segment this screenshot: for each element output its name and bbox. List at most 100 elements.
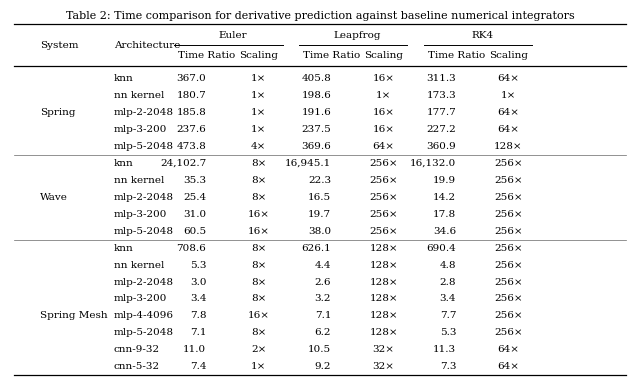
Text: Spring Mesh: Spring Mesh [40, 311, 108, 320]
Text: mlp-2-2048: mlp-2-2048 [114, 278, 174, 286]
Text: 198.6: 198.6 [301, 91, 332, 100]
Text: 191.6: 191.6 [301, 108, 332, 117]
Text: 64×: 64× [497, 362, 520, 371]
Text: 8×: 8× [251, 278, 266, 286]
Text: 4.8: 4.8 [440, 261, 456, 270]
Text: 35.3: 35.3 [183, 176, 206, 185]
Text: 16×: 16× [248, 210, 270, 219]
Text: Scaling: Scaling [489, 51, 528, 60]
Text: 8×: 8× [251, 328, 266, 337]
Text: mlp-2-2048: mlp-2-2048 [114, 108, 174, 117]
Text: 256×: 256× [369, 193, 398, 202]
Text: 256×: 256× [494, 278, 523, 286]
Text: 256×: 256× [494, 295, 523, 303]
Text: Table 2: Time comparison for derivative prediction against baseline numerical in: Table 2: Time comparison for derivative … [66, 11, 574, 21]
Text: Wave: Wave [40, 193, 68, 202]
Text: Euler: Euler [218, 31, 247, 40]
Text: 10.5: 10.5 [308, 345, 332, 354]
Text: 16,132.0: 16,132.0 [410, 159, 456, 168]
Text: Time Ratio: Time Ratio [178, 51, 235, 60]
Text: 16×: 16× [248, 227, 270, 236]
Text: 256×: 256× [494, 261, 523, 270]
Text: 16×: 16× [372, 125, 395, 134]
Text: 16.5: 16.5 [308, 193, 332, 202]
Text: 16,945.1: 16,945.1 [285, 159, 332, 168]
Text: 185.8: 185.8 [177, 108, 206, 117]
Text: 1×: 1× [251, 125, 266, 134]
Text: 2.6: 2.6 [315, 278, 332, 286]
Text: 3.4: 3.4 [190, 295, 206, 303]
Text: 405.8: 405.8 [301, 74, 332, 83]
Text: 7.4: 7.4 [190, 362, 206, 371]
Text: 473.8: 473.8 [177, 142, 206, 151]
Text: 31.0: 31.0 [183, 210, 206, 219]
Text: 256×: 256× [494, 328, 523, 337]
Text: mlp-5-2048: mlp-5-2048 [114, 227, 174, 236]
Text: knn: knn [114, 159, 134, 168]
Text: 64×: 64× [497, 125, 520, 134]
Text: 3.2: 3.2 [315, 295, 332, 303]
Text: mlp-3-200: mlp-3-200 [114, 295, 167, 303]
Text: nn kernel: nn kernel [114, 176, 164, 185]
Text: 180.7: 180.7 [177, 91, 206, 100]
Text: mlp-5-2048: mlp-5-2048 [114, 328, 174, 337]
Text: 128×: 128× [369, 328, 398, 337]
Text: 32×: 32× [372, 362, 395, 371]
Text: 237.5: 237.5 [301, 125, 332, 134]
Text: 8×: 8× [251, 295, 266, 303]
Text: 237.6: 237.6 [177, 125, 206, 134]
Text: 4×: 4× [251, 142, 266, 151]
Text: 8×: 8× [251, 261, 266, 270]
Text: 177.7: 177.7 [426, 108, 456, 117]
Text: 367.0: 367.0 [177, 74, 206, 83]
Text: Scaling: Scaling [364, 51, 403, 60]
Text: 2.8: 2.8 [440, 278, 456, 286]
Text: 8×: 8× [251, 244, 266, 253]
Text: 128×: 128× [369, 278, 398, 286]
Text: 128×: 128× [369, 261, 398, 270]
Text: 256×: 256× [494, 176, 523, 185]
Text: 3.4: 3.4 [440, 295, 456, 303]
Text: 256×: 256× [494, 227, 523, 236]
Text: 708.6: 708.6 [177, 244, 206, 253]
Text: 16×: 16× [372, 74, 395, 83]
Text: Leapfrog: Leapfrog [333, 31, 381, 40]
Text: 256×: 256× [369, 210, 398, 219]
Text: mlp-3-200: mlp-3-200 [114, 210, 167, 219]
Text: 11.3: 11.3 [433, 345, 456, 354]
Text: System: System [40, 41, 79, 50]
Text: 8×: 8× [251, 193, 266, 202]
Text: 4.4: 4.4 [315, 261, 332, 270]
Text: 17.8: 17.8 [433, 210, 456, 219]
Text: 5.3: 5.3 [190, 261, 206, 270]
Text: Spring: Spring [40, 108, 76, 117]
Text: Time Ratio: Time Ratio [303, 51, 360, 60]
Text: 64×: 64× [497, 345, 520, 354]
Text: 256×: 256× [494, 311, 523, 320]
Text: 2×: 2× [251, 345, 266, 354]
Text: 32×: 32× [372, 345, 395, 354]
Text: 34.6: 34.6 [433, 227, 456, 236]
Text: 5.3: 5.3 [440, 328, 456, 337]
Text: 3.0: 3.0 [190, 278, 206, 286]
Text: 64×: 64× [372, 142, 395, 151]
Text: 311.3: 311.3 [426, 74, 456, 83]
Text: 360.9: 360.9 [426, 142, 456, 151]
Text: Time Ratio: Time Ratio [428, 51, 484, 60]
Text: 626.1: 626.1 [301, 244, 332, 253]
Text: 128×: 128× [369, 244, 398, 253]
Text: 128×: 128× [369, 295, 398, 303]
Text: mlp-5-2048: mlp-5-2048 [114, 142, 174, 151]
Text: 227.2: 227.2 [426, 125, 456, 134]
Text: 7.3: 7.3 [440, 362, 456, 371]
Text: 7.1: 7.1 [190, 328, 206, 337]
Text: RK4: RK4 [471, 31, 493, 40]
Text: 8×: 8× [251, 176, 266, 185]
Text: 128×: 128× [369, 311, 398, 320]
Text: nn kernel: nn kernel [114, 91, 164, 100]
Text: Architecture: Architecture [114, 41, 180, 50]
Text: 1×: 1× [501, 91, 516, 100]
Text: 690.4: 690.4 [426, 244, 456, 253]
Text: 256×: 256× [494, 193, 523, 202]
Text: 1×: 1× [251, 91, 266, 100]
